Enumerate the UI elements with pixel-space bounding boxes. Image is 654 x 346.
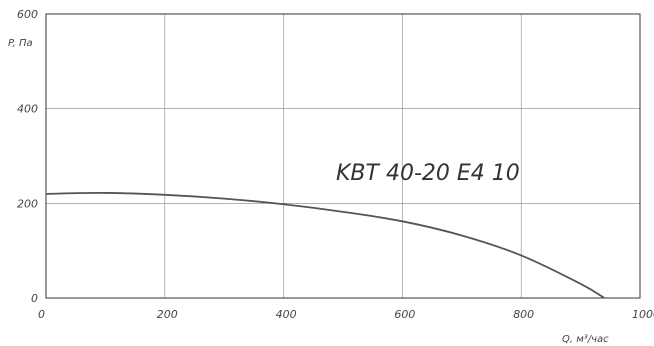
x-tick-label: 200 [157,308,178,321]
y-tick-label: 400 [17,103,38,116]
y-tick-label: 200 [17,197,38,210]
x-tick-label: 0 [38,308,45,321]
grid [46,14,640,298]
series-line [45,192,605,299]
plot-frame [45,13,641,299]
y-tick-label: 600 [17,8,38,21]
series-label: KBT 40-20 E4 10 [336,161,520,186]
x-tick-label: 400 [276,308,297,321]
x-axis-label: Q, м³/час [562,334,609,345]
x-tick-label: 600 [394,308,415,321]
series-group [45,192,605,299]
x-tick-label: 800 [513,308,534,321]
y-tick-labels: 0 200 400 600 [17,8,38,305]
y-axis-label: P, Па [8,38,33,49]
y-tick-label: 0 [31,292,38,305]
